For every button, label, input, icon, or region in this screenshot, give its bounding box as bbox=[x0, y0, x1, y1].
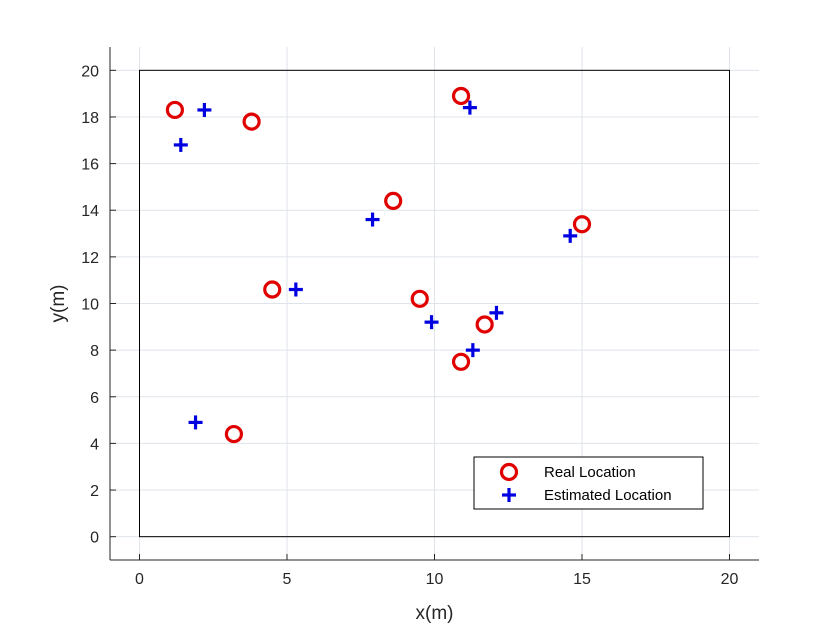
y-tick-label: 10 bbox=[81, 297, 99, 314]
y-tick-label: 14 bbox=[81, 203, 99, 220]
y-tick-label: 12 bbox=[81, 250, 99, 267]
estimated-location-point bbox=[288, 282, 303, 297]
legend-circle-icon bbox=[499, 462, 519, 482]
field-boundary bbox=[139, 69, 730, 538]
x-tick-label: 15 bbox=[573, 571, 591, 588]
legend: Real Location Estimated Location bbox=[473, 456, 704, 510]
y-tick-label: 0 bbox=[90, 530, 99, 547]
legend-label-real-location: Real Location bbox=[544, 464, 636, 481]
real-location-point bbox=[475, 315, 494, 334]
y-tick-label: 20 bbox=[81, 63, 99, 80]
legend-plus-icon bbox=[502, 488, 516, 502]
real-location-point bbox=[165, 100, 184, 120]
x-tick-label: 10 bbox=[426, 571, 444, 588]
estimated-location-point bbox=[563, 228, 578, 243]
real-location-point bbox=[451, 352, 471, 371]
real-location-point bbox=[410, 289, 429, 308]
estimated-location-point bbox=[197, 102, 212, 117]
estimated-location-point bbox=[465, 343, 480, 358]
tick-labels: 0 5 10 15 20 0 2 4 6 8 10 12 14 16 18 20 bbox=[81, 63, 738, 588]
y-axis-label: y(m) bbox=[48, 285, 69, 323]
estimated-location-point bbox=[462, 100, 477, 115]
legend-marker-real-location bbox=[499, 462, 519, 482]
y-tick-label: 6 bbox=[90, 390, 99, 407]
estimated-location-point bbox=[173, 137, 188, 152]
legend-marker-estimated-location bbox=[502, 488, 516, 502]
real-location-point bbox=[242, 112, 261, 131]
estimated-location-point bbox=[365, 212, 380, 227]
x-tick-label: 0 bbox=[135, 571, 144, 588]
x-axis-label: x(m) bbox=[416, 603, 454, 624]
estimated-location-point bbox=[424, 315, 439, 330]
y-tick-label: 8 bbox=[90, 343, 99, 360]
x-tick-label: 5 bbox=[283, 571, 292, 588]
y-tick-label: 2 bbox=[90, 483, 99, 500]
legend-label-estimated-location: Estimated Location bbox=[544, 487, 672, 504]
y-tick-label: 4 bbox=[90, 436, 99, 453]
real-location-point bbox=[451, 86, 471, 106]
y-tick-label: 18 bbox=[81, 110, 99, 127]
estimated-location-point bbox=[188, 415, 203, 430]
y-tick-label: 16 bbox=[81, 157, 99, 174]
data-points bbox=[165, 86, 592, 444]
real-location-point bbox=[263, 280, 282, 299]
real-location-point bbox=[224, 424, 243, 444]
x-tick-label: 20 bbox=[721, 571, 739, 588]
real-location-point bbox=[384, 191, 403, 210]
estimated-location-point bbox=[489, 305, 504, 320]
real-location-point bbox=[572, 215, 592, 234]
